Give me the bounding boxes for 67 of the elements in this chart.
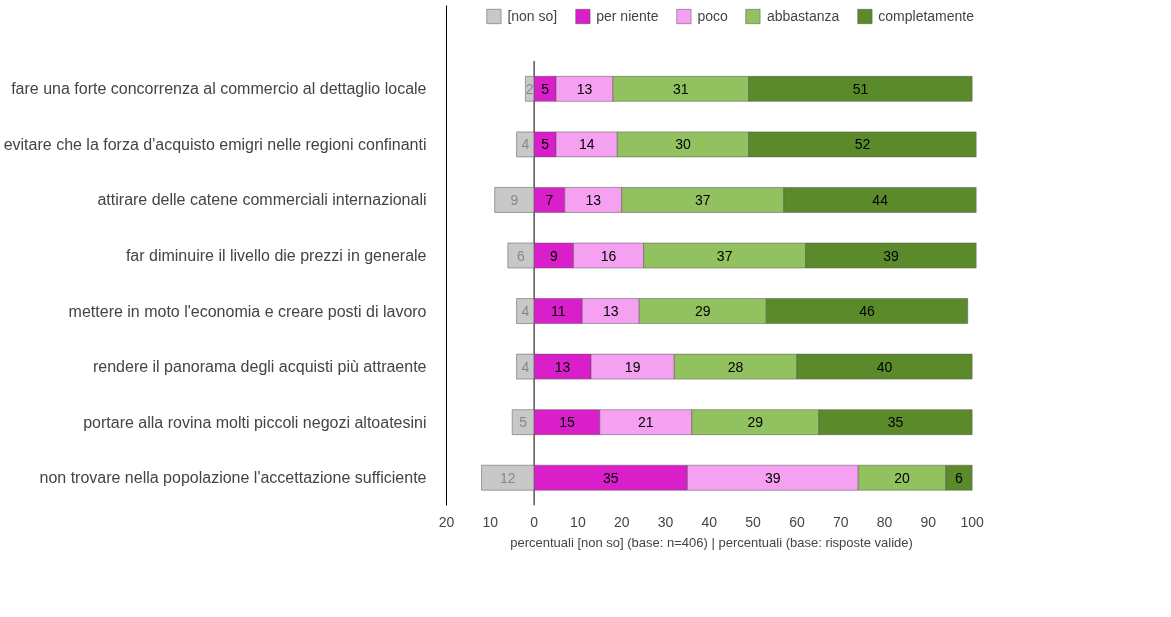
data-label: 51	[852, 80, 869, 97]
legend-label: per niente	[596, 8, 659, 24]
legend-label: abbastanza	[766, 8, 840, 24]
data-label: 31	[673, 80, 689, 97]
data-label: 35	[602, 469, 619, 486]
y-tick-label: portare alla rovina molti piccoli negozi altoatesini	[83, 413, 427, 431]
data-label: 9	[549, 247, 558, 264]
data-label: 46	[859, 303, 875, 320]
y-tick-label: evitare che la forza d'acquisto emigri nelle regioni confinanti	[3, 135, 427, 153]
x-tick-label: 0	[530, 513, 539, 530]
y-tick-label: far diminuire il livello die prezzi in generale	[125, 247, 427, 264]
data-label: 30	[675, 136, 692, 153]
x-tick-label: 20	[613, 513, 630, 530]
data-label: 35	[887, 414, 904, 431]
data-label: 14	[578, 136, 595, 153]
data-label: 11	[550, 303, 566, 320]
data-label: 37	[716, 247, 733, 264]
x-tick-label: 100	[960, 513, 985, 530]
data-label: 39	[765, 469, 781, 486]
data-label: 5	[541, 136, 550, 153]
data-label: 16	[600, 247, 617, 264]
x-axis-title: percentuali [non so] (base: n=406) | percentuali (base: risposte valide)	[510, 534, 913, 550]
data-label: 12	[500, 469, 516, 486]
data-label: 37	[694, 191, 711, 208]
x-tick-label: 70	[832, 513, 849, 530]
data-label: 13	[576, 80, 593, 97]
x-tick-label: 80	[876, 513, 893, 530]
data-label: 15	[559, 414, 575, 431]
data-label: 20	[894, 469, 911, 486]
data-label: 19	[624, 358, 641, 375]
legend-label: completamente	[878, 8, 974, 24]
x-tick-label: 30	[657, 513, 674, 530]
x-tick-label: 50	[745, 513, 762, 530]
data-label: 13	[554, 358, 571, 375]
data-label: 4	[521, 358, 530, 375]
y-tick-label: mettere in moto l'economia e creare posti di lavoro	[68, 302, 427, 320]
data-label: 2	[525, 80, 534, 97]
legend-label: poco	[697, 8, 728, 24]
data-label: 44	[872, 191, 889, 208]
data-label: 13	[585, 191, 602, 208]
data-label: 4	[521, 136, 530, 153]
data-label: 6	[517, 247, 526, 264]
y-tick-label: attirare delle catene commerciali internazionali	[97, 191, 427, 209]
x-tick-label: 10	[570, 513, 586, 530]
data-label: 29	[747, 414, 764, 431]
data-label: 5	[519, 414, 528, 431]
data-label: 39	[883, 247, 900, 264]
x-tick-label: 60	[789, 513, 805, 530]
data-label: 29	[694, 303, 711, 320]
data-label: 52	[854, 136, 871, 153]
y-tick-label: rendere il panorama degli acquisti più attraente	[92, 358, 427, 376]
data-label: 6	[955, 469, 964, 486]
data-label: 9	[510, 191, 519, 208]
data-label: 28	[727, 358, 744, 375]
x-tick-label: 90	[920, 513, 937, 530]
data-label: 7	[545, 191, 554, 208]
y-tick-label: non trovare nella popolazione l'accettazione sufficiente	[39, 469, 427, 487]
x-tick-label: 10	[482, 513, 499, 530]
data-label: 40	[876, 358, 893, 375]
data-label: 21	[638, 414, 654, 431]
x-tick-label: 40	[701, 513, 718, 530]
x-tick-label: 20	[438, 513, 455, 530]
data-label: 4	[521, 303, 530, 320]
y-tick-label: fare una forte concorrenza al commercio al dettaglio locale	[11, 80, 427, 98]
legend-label: [non so]	[507, 8, 558, 24]
data-label: 13	[602, 303, 619, 320]
data-label: 5	[541, 80, 550, 97]
